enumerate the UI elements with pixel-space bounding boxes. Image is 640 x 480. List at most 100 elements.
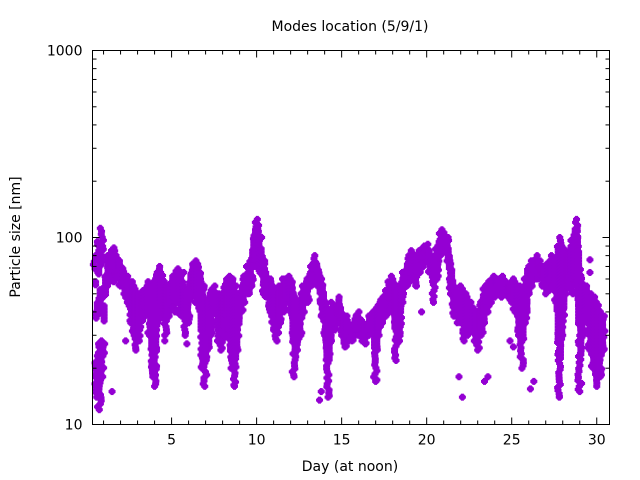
x-tick-label: 30 bbox=[588, 433, 606, 449]
data-point bbox=[435, 254, 442, 261]
data-point bbox=[518, 365, 525, 372]
data-point bbox=[556, 394, 563, 401]
data-point bbox=[184, 311, 191, 318]
data-point bbox=[326, 356, 333, 363]
data-point bbox=[415, 261, 422, 268]
data-point bbox=[250, 256, 257, 263]
y-tick-label: 1000 bbox=[47, 44, 83, 60]
data-point bbox=[507, 337, 514, 344]
data-point bbox=[523, 296, 530, 303]
x-tick-label: 15 bbox=[333, 433, 351, 449]
data-point bbox=[430, 299, 437, 306]
data-point bbox=[521, 320, 528, 327]
data-point bbox=[240, 289, 247, 296]
data-point bbox=[431, 278, 438, 285]
data-point bbox=[327, 339, 334, 346]
data-point bbox=[236, 320, 243, 327]
data-point bbox=[230, 364, 237, 371]
data-point bbox=[318, 388, 325, 395]
data-point bbox=[510, 343, 517, 350]
data-point bbox=[373, 346, 380, 353]
data-point bbox=[223, 332, 230, 339]
data-point bbox=[579, 334, 586, 341]
data-point bbox=[413, 283, 420, 290]
data-point bbox=[298, 311, 305, 318]
data-point bbox=[305, 281, 312, 288]
data-point bbox=[401, 281, 408, 288]
data-point bbox=[303, 288, 310, 295]
data-point bbox=[161, 337, 168, 344]
y-tick-label: 10 bbox=[65, 418, 83, 434]
data-point bbox=[374, 331, 381, 338]
data-point bbox=[200, 363, 207, 370]
data-point bbox=[459, 394, 466, 401]
data-point bbox=[598, 352, 605, 359]
data-point bbox=[342, 343, 349, 350]
data-point bbox=[577, 351, 584, 358]
data-point bbox=[101, 317, 108, 324]
data-point bbox=[432, 271, 439, 278]
data-point bbox=[482, 304, 489, 311]
data-point bbox=[474, 347, 481, 354]
data-point bbox=[520, 334, 527, 341]
data-point bbox=[476, 324, 483, 331]
y-axis-label: Particle size [nm] bbox=[8, 176, 24, 297]
data-point bbox=[306, 274, 313, 281]
data-point bbox=[398, 297, 405, 304]
data-point bbox=[183, 340, 190, 347]
data-point bbox=[372, 378, 379, 385]
data-point bbox=[99, 373, 106, 380]
data-points bbox=[90, 216, 609, 413]
data-point bbox=[220, 322, 227, 329]
data-point bbox=[206, 325, 213, 332]
data-point bbox=[164, 307, 171, 314]
data-point bbox=[558, 336, 565, 343]
data-point bbox=[203, 345, 210, 352]
data-point bbox=[102, 291, 109, 298]
data-point bbox=[455, 373, 462, 380]
data-point bbox=[137, 317, 144, 324]
plot-frame bbox=[93, 51, 610, 425]
data-point bbox=[560, 304, 567, 311]
data-point bbox=[96, 406, 103, 413]
x-tick-label: 25 bbox=[503, 433, 521, 449]
data-point bbox=[330, 316, 337, 323]
data-point bbox=[381, 302, 388, 309]
data-point bbox=[138, 311, 145, 318]
data-point bbox=[132, 347, 139, 354]
data-point bbox=[152, 344, 159, 351]
data-point bbox=[217, 347, 224, 354]
data-point bbox=[186, 297, 193, 304]
data-point bbox=[232, 355, 239, 362]
data-point bbox=[527, 385, 534, 392]
data-point bbox=[247, 272, 254, 279]
data-point bbox=[201, 383, 208, 390]
data-point bbox=[135, 326, 142, 333]
data-point bbox=[291, 373, 298, 380]
data-point bbox=[599, 343, 606, 350]
data-point bbox=[597, 373, 604, 380]
data-point bbox=[122, 337, 129, 344]
y-tick-label: 100 bbox=[56, 231, 83, 247]
data-point bbox=[237, 307, 244, 314]
data-point bbox=[162, 313, 169, 320]
data-point bbox=[524, 286, 531, 293]
data-point bbox=[530, 378, 537, 385]
data-point bbox=[136, 337, 143, 344]
data-point bbox=[586, 256, 593, 263]
data-point bbox=[153, 322, 160, 329]
data-point bbox=[593, 383, 600, 390]
data-point bbox=[274, 337, 281, 344]
data-point bbox=[233, 344, 240, 351]
data-point bbox=[151, 383, 158, 390]
data-point bbox=[393, 357, 400, 364]
data-point bbox=[296, 324, 303, 331]
data-point bbox=[292, 351, 299, 358]
data-point bbox=[480, 310, 487, 317]
data-point bbox=[182, 332, 189, 339]
data-point bbox=[484, 373, 491, 380]
data-point bbox=[279, 300, 286, 307]
data-point bbox=[300, 301, 307, 308]
data-point bbox=[151, 366, 158, 373]
